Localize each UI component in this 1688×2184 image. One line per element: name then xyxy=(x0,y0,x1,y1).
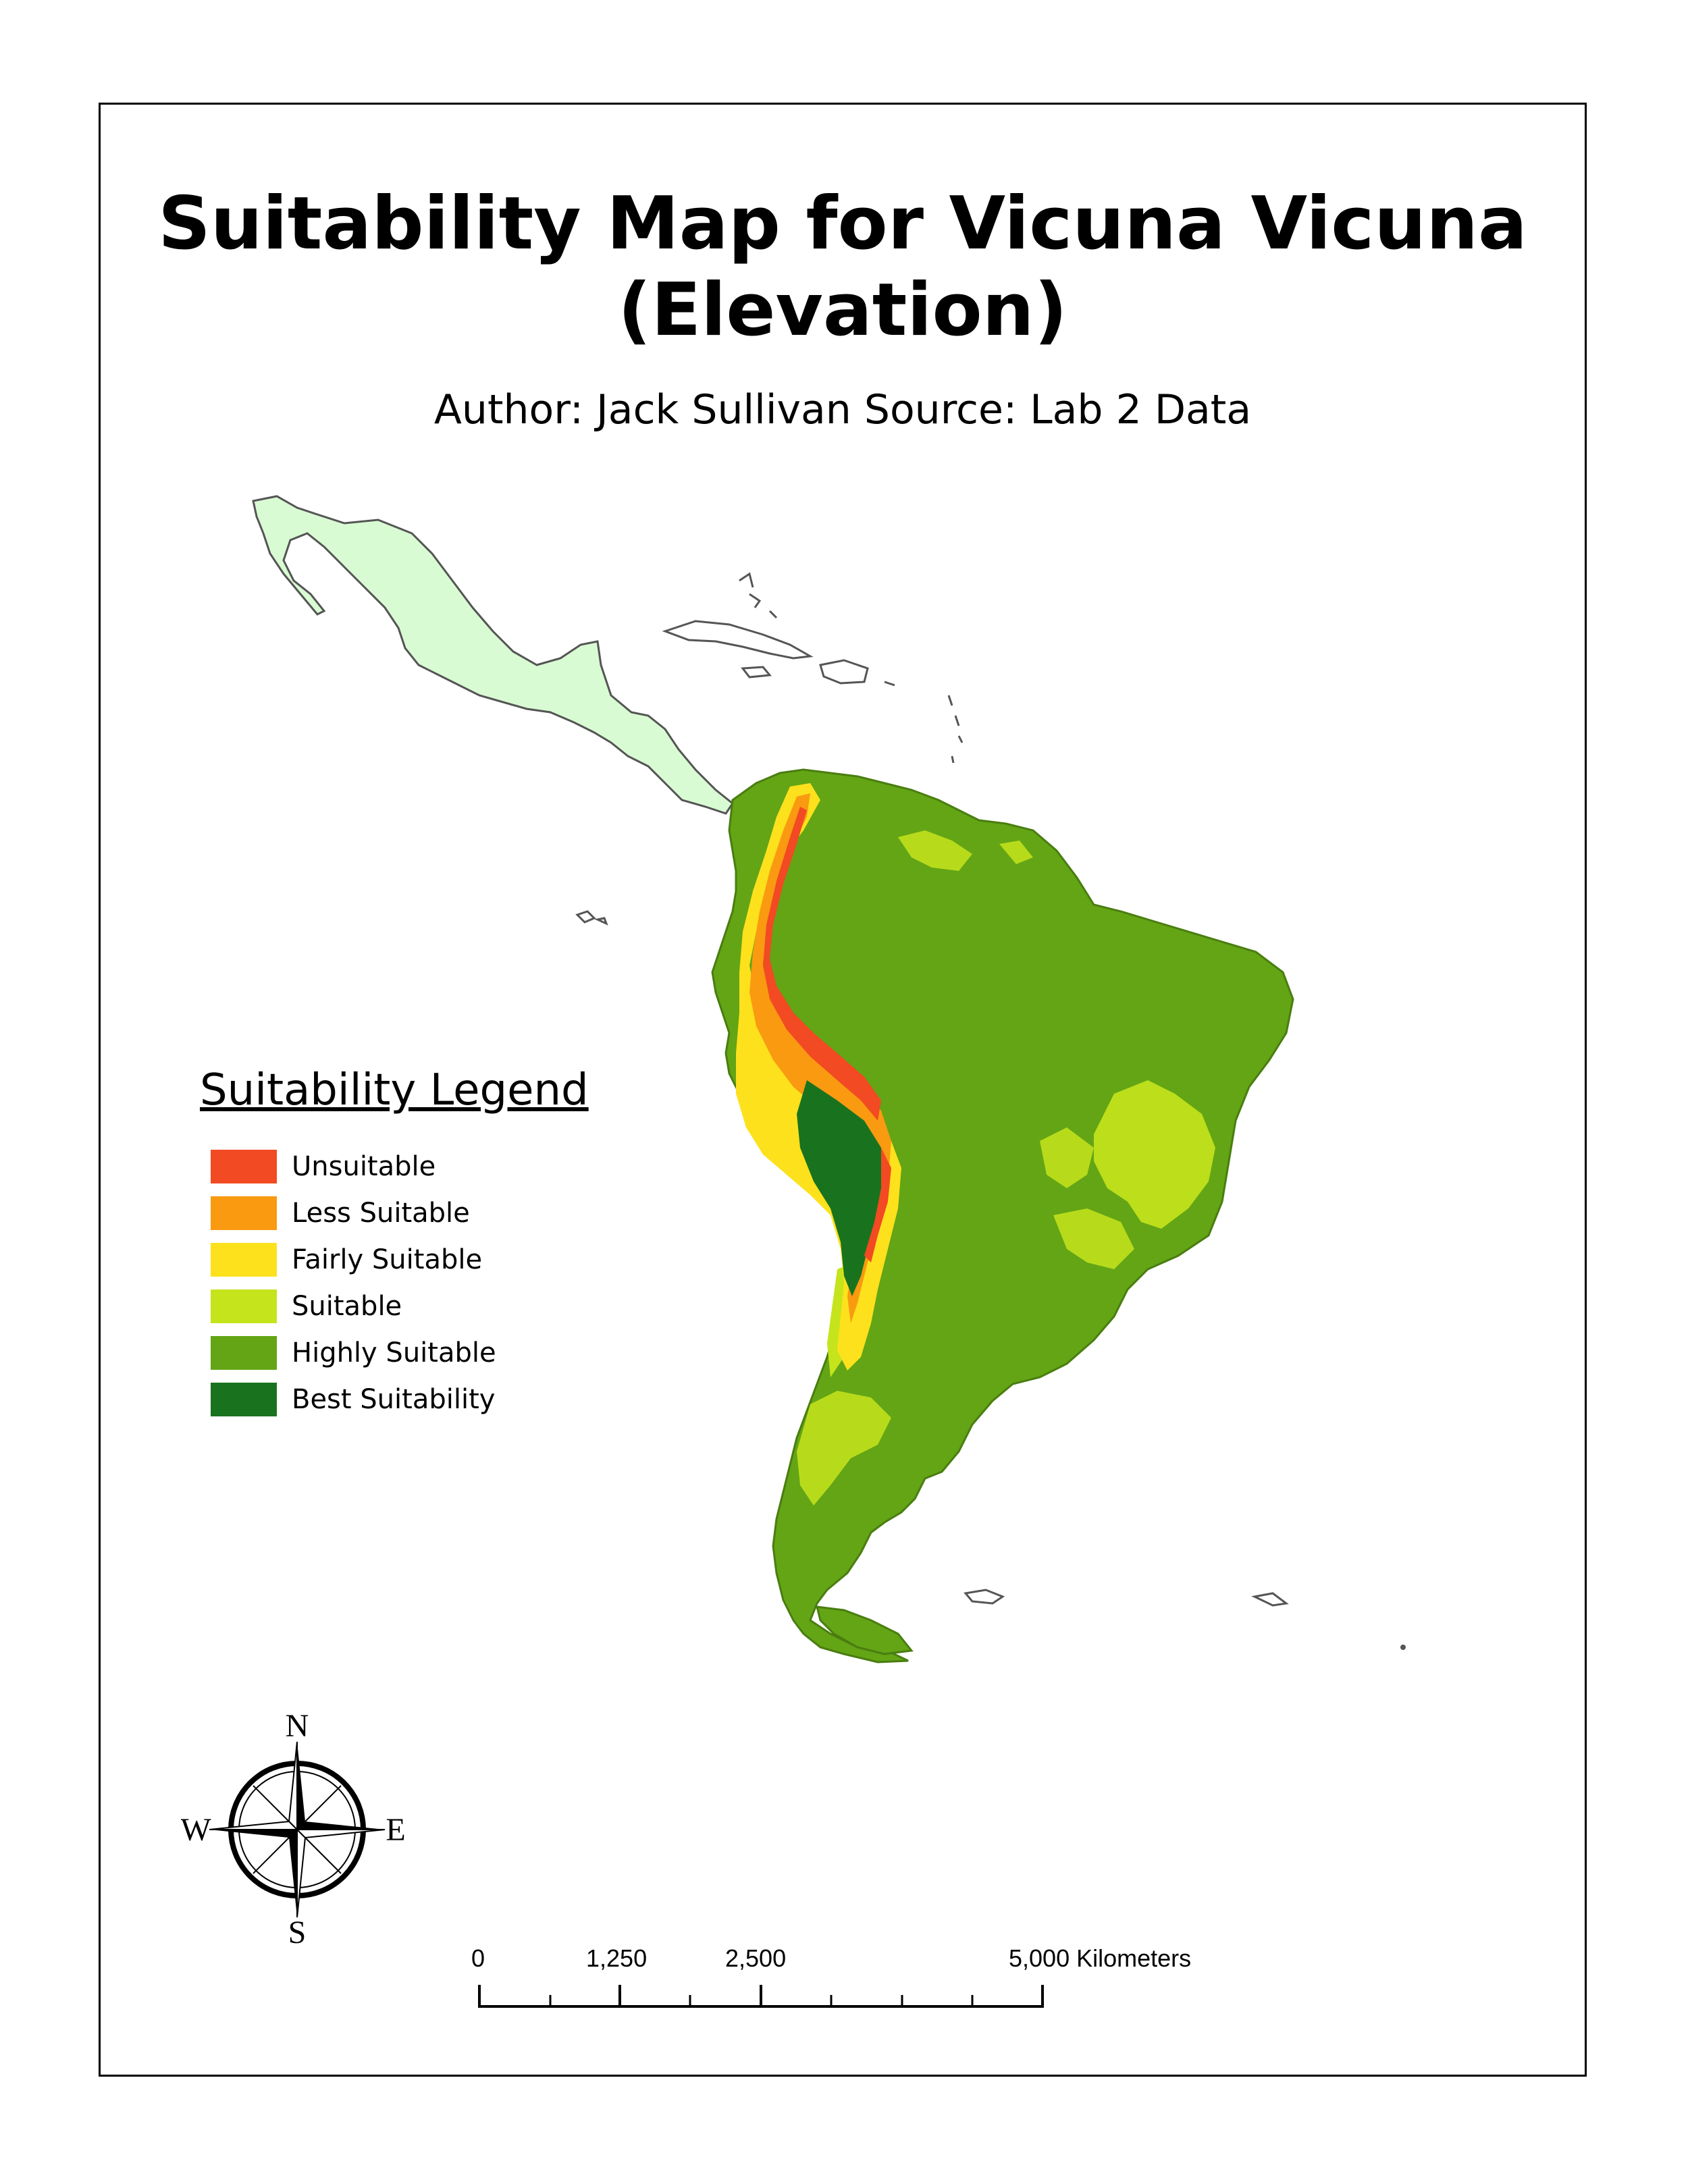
legend-label: Less Suitable xyxy=(292,1198,470,1229)
falkland-islands xyxy=(964,1589,1005,1605)
suitable-patch-guiana-highlands xyxy=(898,830,1033,871)
suitable-patch-patagonia xyxy=(797,1391,891,1506)
compass-e-label: E xyxy=(386,1812,405,1848)
legend-item-highly-suitable: Highly Suitable xyxy=(211,1335,496,1370)
legend-label: Best Suitability xyxy=(292,1384,496,1415)
altiplano-best-suitability xyxy=(797,1080,885,1296)
central-america-landmass xyxy=(252,495,735,815)
legend-swatch xyxy=(211,1196,277,1230)
galapagos-islands xyxy=(575,910,608,926)
legend-label: Fairly Suitable xyxy=(292,1244,483,1275)
map-frame xyxy=(99,103,1587,2077)
legend-label: Suitable xyxy=(292,1291,402,1322)
suitable-patch-southeast-brazil xyxy=(1053,1208,1134,1269)
compass-w-label: W xyxy=(181,1812,211,1848)
hispaniola-island xyxy=(819,659,869,685)
legend-swatch xyxy=(211,1383,277,1416)
compass-s-label: S xyxy=(288,1915,307,1944)
legend-item-suitable: Suitable xyxy=(211,1289,402,1324)
legend-item-fairly-suitable: Fairly Suitable xyxy=(211,1242,482,1277)
bahamas-islands xyxy=(739,572,778,619)
south-america-landmass xyxy=(711,768,1294,1663)
legend-title: Suitability Legend xyxy=(200,1065,589,1115)
legend-swatch xyxy=(211,1243,277,1277)
legend-item-unsuitable: Unsuitable xyxy=(211,1149,436,1184)
legend-swatch xyxy=(211,1150,277,1183)
tierra-del-fuego xyxy=(816,1605,914,1655)
scale-label-0: 0 xyxy=(471,1944,485,1972)
lesser-antilles xyxy=(884,681,964,764)
legend-swatch xyxy=(211,1289,277,1323)
map-title-line1: Suitability Map for Vicuna Vicuna xyxy=(158,182,1527,266)
map-title-line2: (Elevation) xyxy=(618,268,1067,352)
map-subtitle: Author: Jack Sullivan Source: Lab 2 Data xyxy=(433,386,1252,433)
suitable-patch-east-brazil xyxy=(1094,1080,1215,1229)
cuba-island xyxy=(662,620,814,660)
compass-rose-icon: N S W E xyxy=(181,1715,406,1944)
legend-swatch xyxy=(211,1336,277,1370)
legend-label: Unsuitable xyxy=(292,1151,436,1182)
andes-unsuitable-band xyxy=(763,807,881,1121)
compass-n-label: N xyxy=(286,1715,309,1744)
south-georgia-island xyxy=(1251,1592,1289,1607)
scale-label-1250: 1,250 xyxy=(586,1944,648,1972)
legend-item-less-suitable: Less Suitable xyxy=(211,1196,470,1231)
jamaica-island xyxy=(741,666,772,678)
legend-item-best-suitability: Best Suitability xyxy=(211,1382,495,1417)
suitable-patch-central-brazil xyxy=(1040,1127,1094,1188)
legend-label: Highly Suitable xyxy=(292,1337,496,1368)
altiplano-red-fringe xyxy=(864,1148,891,1262)
scale-bar xyxy=(478,1985,1044,2008)
scale-label-2500: 2,500 xyxy=(725,1944,787,1972)
scale-label-5000: 5,000 Kilometers xyxy=(1009,1944,1192,1972)
small-island-dot xyxy=(1400,1645,1406,1650)
